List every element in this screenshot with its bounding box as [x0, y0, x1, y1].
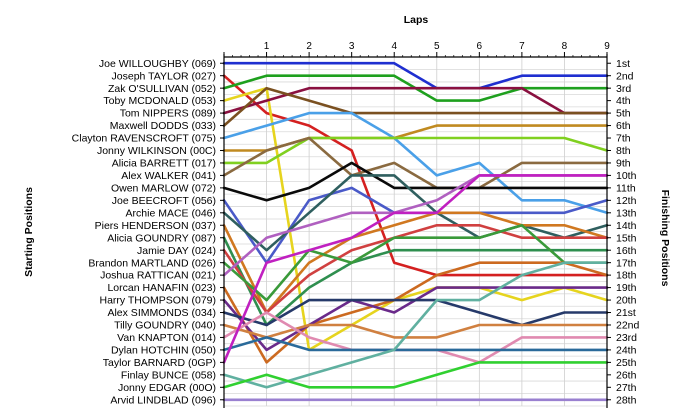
driver-label: Zak O'SULLIVAN (052): [108, 83, 216, 95]
driver-label: Arvid LINDBLAD (096): [110, 394, 216, 406]
y-axis-label-right: Finishing Positions: [659, 190, 671, 287]
series-line-11: [222, 161, 609, 202]
finishing-position-label: 4th: [616, 95, 631, 107]
series-line-1: [222, 61, 609, 90]
series-line-22: [222, 323, 609, 339]
lap-tick-label: 4: [391, 41, 397, 52]
driver-label: Harry THOMPSON (079): [100, 295, 217, 307]
labels: 1 2 3 4 5 6 7 8 9 Joe WILLOUGHBY (069)Joseph TAYL…: [72, 41, 640, 406]
finishing-position-label: 28th: [616, 394, 637, 406]
driver-label: Tom NIPPERS (089): [120, 108, 216, 120]
finishing-position-label: 26th: [616, 369, 637, 381]
driver-label: Finlay BUNCE (058): [121, 369, 216, 381]
driver-label: Jonny EDGAR (00O): [118, 382, 216, 394]
driver-label: Joe BEECROFT (056): [112, 195, 216, 207]
driver-label: Joseph TAYLOR (027): [112, 70, 216, 82]
series-line-9: [222, 136, 609, 165]
finishing-position-label: 13th: [616, 207, 637, 219]
series-line-7: [222, 111, 609, 215]
finishing-position-label: 3rd: [616, 83, 631, 95]
series-line-27: [222, 361, 609, 389]
driver-label: Lorcan HANAFIN (023): [107, 282, 216, 294]
lap-tick-label: 2: [306, 41, 312, 52]
driver-label: Tilly GOUNDRY (040): [114, 320, 216, 332]
finishing-position-label: 20th: [616, 295, 637, 307]
series-line-21: [222, 298, 609, 327]
finishing-position-label: 22nd: [616, 320, 640, 332]
driver-label: Alex WALKER (041): [121, 170, 216, 182]
finishing-position-label: 19th: [616, 282, 637, 294]
finishing-position-label: 23rd: [616, 332, 637, 344]
series-line-4: [222, 86, 609, 352]
lap-tick-label: 9: [604, 41, 610, 52]
series-line-14: [222, 211, 609, 314]
driver-label: Brandon MARTLAND (026): [88, 257, 216, 269]
driver-label: Taylor BARNARD (0GP): [103, 357, 216, 369]
y-axis-label-left: Starting Positions: [23, 187, 35, 277]
lap-tick-label: 1: [264, 41, 270, 52]
finishing-position-label: 21st: [616, 307, 636, 319]
lap-tick-label: 7: [519, 41, 525, 52]
axes: [220, 52, 611, 408]
driver-label: Alicia BARRETT (017): [112, 158, 216, 170]
driver-label: Jamie DAY (024): [137, 245, 216, 257]
driver-label: Maxwell DODDS (033): [110, 120, 216, 132]
finishing-position-label: 7th: [616, 133, 631, 145]
finishing-position-label: 1st: [616, 58, 630, 70]
lap-tick-label: 5: [434, 41, 440, 52]
lap-tick-label: 6: [477, 41, 483, 52]
series-lines: [222, 61, 609, 402]
driver-label: Clayton RAVENSCROFT (075): [72, 133, 216, 145]
driver-label: Alicia GOUNDRY (087): [107, 232, 216, 244]
finishing-position-label: 17th: [616, 257, 637, 269]
series-line-16: [222, 224, 609, 314]
finishing-position-label: 2nd: [616, 70, 634, 82]
driver-label: Joshua RATTICAN (021): [100, 270, 216, 282]
series-line-25: [222, 174, 609, 364]
series-line-24: [222, 336, 609, 352]
series-line-15: [222, 236, 609, 327]
driver-label: Owen MARLOW (072): [111, 182, 216, 194]
finishing-position-label: 12th: [616, 195, 637, 207]
driver-label: Joe WILLOUGHBY (069): [99, 58, 216, 70]
finishing-position-label: 5th: [616, 108, 631, 120]
driver-label: Dylan HOTCHIN (050): [111, 345, 216, 357]
series-line-10: [222, 136, 609, 190]
finishing-position-label: 14th: [616, 220, 637, 232]
driver-label: Jonny WILKINSON (00C): [97, 145, 216, 157]
finishing-position-label: 6th: [616, 120, 631, 132]
finishing-position-label: 9th: [616, 158, 631, 170]
series-line-6: [222, 86, 609, 127]
driver-label: Alex SIMMONDS (034): [107, 307, 216, 319]
driver-label: Archie MACE (046): [126, 207, 216, 219]
series-line-17: [222, 224, 609, 302]
driver-label: Van KNAPTON (014): [117, 332, 216, 344]
driver-label: Piers HENDERSON (037): [95, 220, 216, 232]
finishing-position-label: 25th: [616, 357, 637, 369]
lap-tick-label: 8: [562, 41, 568, 52]
finishing-position-label: 16th: [616, 245, 637, 257]
finishing-position-label: 8th: [616, 145, 631, 157]
finishing-position-label: 10th: [616, 170, 637, 182]
finishing-position-label: 27th: [616, 382, 637, 394]
finishing-position-label: 18th: [616, 270, 637, 282]
finishing-position-label: 15th: [616, 232, 637, 244]
finishing-position-label: 24th: [616, 345, 637, 357]
finishing-position-label: 11th: [616, 182, 636, 194]
chart-title: Laps: [404, 14, 429, 26]
driver-label: Toby MCDONALD (053): [103, 95, 216, 107]
lap-tick-label: 3: [349, 41, 355, 52]
